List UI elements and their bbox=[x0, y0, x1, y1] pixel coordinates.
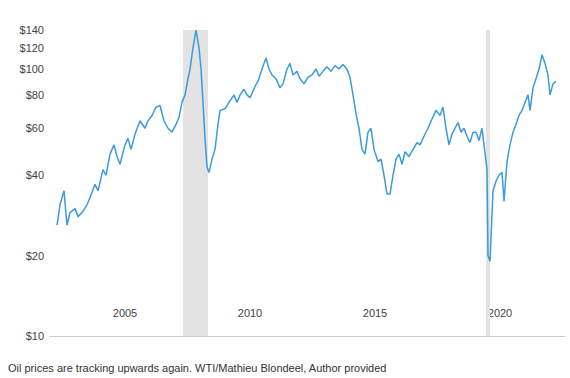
svg-text:$20: $20 bbox=[26, 250, 44, 262]
svg-text:$140: $140 bbox=[20, 24, 44, 36]
svg-text:$120: $120 bbox=[20, 42, 44, 54]
svg-text:$60: $60 bbox=[26, 122, 44, 134]
svg-text:$10: $10 bbox=[26, 330, 44, 342]
svg-text:2020: 2020 bbox=[488, 307, 512, 319]
svg-text:$80: $80 bbox=[26, 89, 44, 101]
svg-text:Oil prices are tracking upward: Oil prices are tracking upwards again. W… bbox=[8, 362, 386, 374]
svg-text:2015: 2015 bbox=[363, 307, 387, 319]
svg-text:2005: 2005 bbox=[113, 307, 137, 319]
svg-text:$40: $40 bbox=[26, 169, 44, 181]
svg-text:2010: 2010 bbox=[238, 307, 262, 319]
svg-text:$100: $100 bbox=[20, 63, 44, 75]
